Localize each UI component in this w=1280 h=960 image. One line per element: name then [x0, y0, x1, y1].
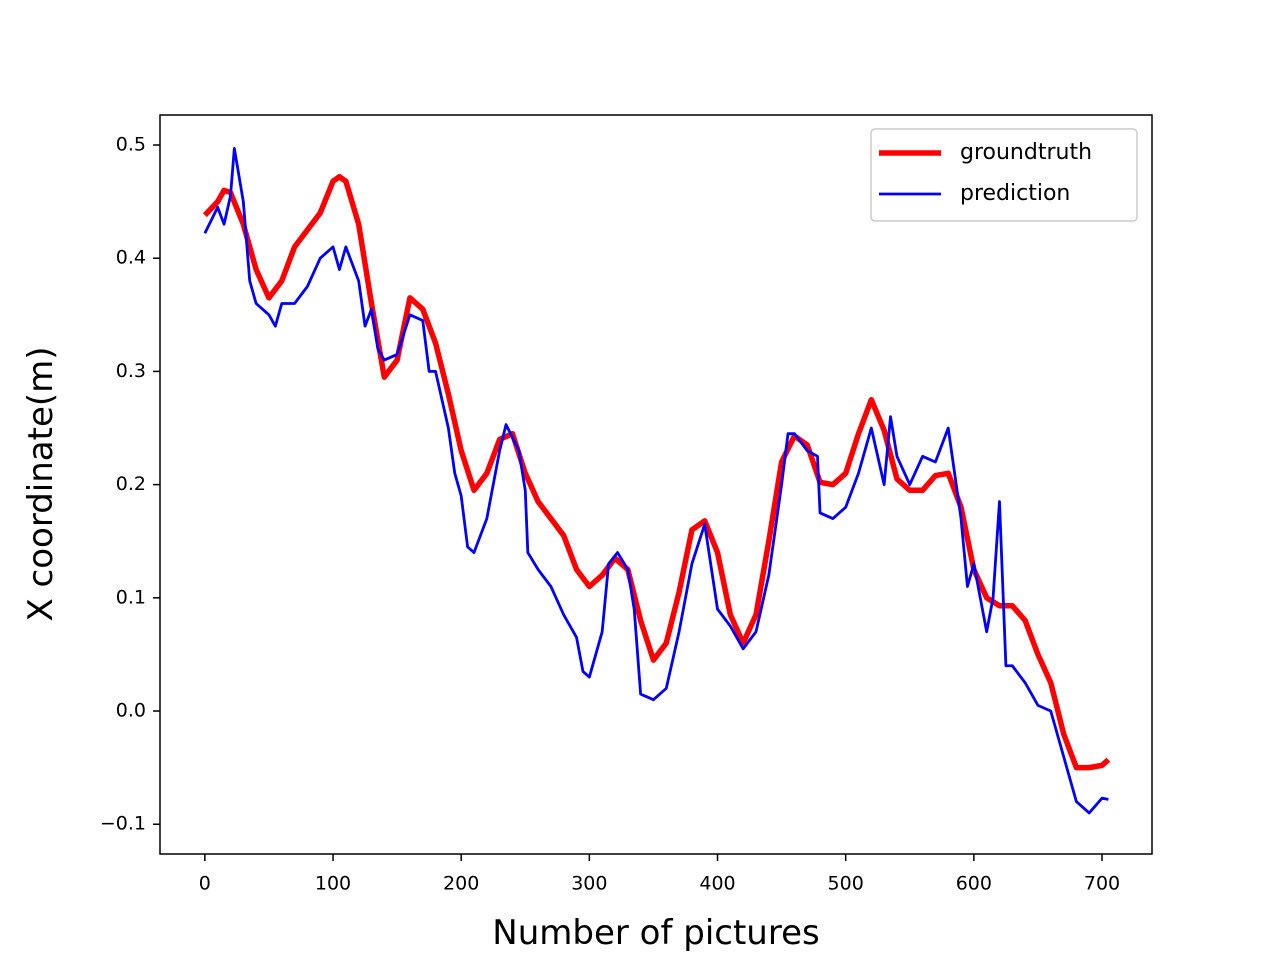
y-tick-label: 0.1 [116, 586, 146, 608]
x-tick-label: 300 [571, 873, 607, 895]
y-tick-label: 0.4 [116, 247, 146, 269]
y-axis-label: X coordinate(m) [21, 346, 61, 621]
x-tick-label: 100 [315, 873, 351, 895]
plot-frame [159, 114, 1153, 855]
y-tick-label: 0.3 [116, 360, 146, 382]
y-tick-label: 0.5 [116, 133, 146, 155]
series-line [203, 147, 1109, 815]
legend-label: groundtruth [960, 140, 1092, 165]
y-tick-label: 0.0 [116, 700, 146, 722]
x-axis-label: Number of pictures [492, 913, 819, 953]
x-tick-label: 0 [199, 873, 211, 895]
legend-label: prediction [960, 181, 1070, 206]
x-tick-label: 200 [443, 873, 479, 895]
y-tick-label: 0.2 [116, 473, 146, 495]
x-tick-label: 500 [828, 873, 864, 895]
x-tick-label: 400 [699, 873, 735, 895]
x-tick-label: 700 [1084, 873, 1120, 895]
x-tick-label: 600 [956, 873, 992, 895]
y-tick-label: −0.1 [100, 813, 146, 835]
